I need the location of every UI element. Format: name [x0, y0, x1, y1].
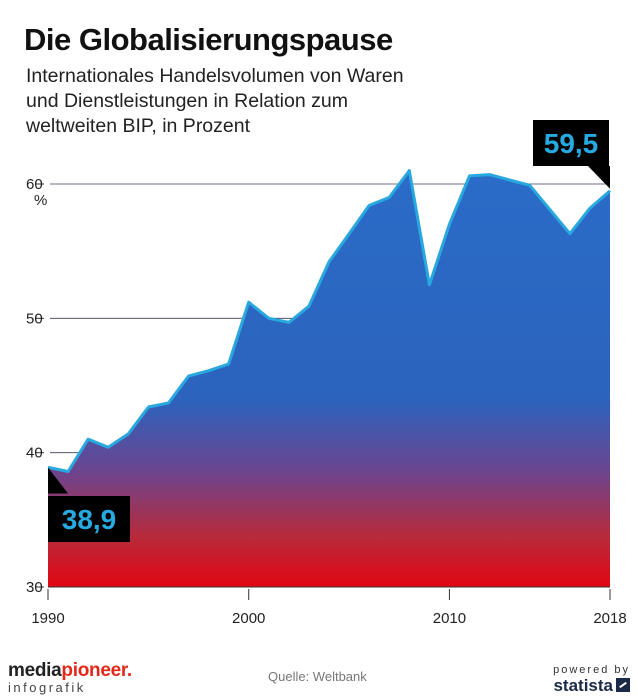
- y-axis-unit: %: [34, 192, 47, 209]
- callout-box: [48, 496, 130, 542]
- logo-infografik: infografik: [8, 680, 86, 695]
- y-tick-label: 50: [26, 310, 43, 327]
- y-tick-label: 40: [26, 445, 43, 462]
- callout-box: [533, 120, 609, 166]
- y-tick-label: 30: [26, 579, 43, 596]
- x-tick-label: 2000: [232, 610, 265, 627]
- callout-pointer: [588, 166, 610, 189]
- mediapioneer-logo: mediapioneer. infografik: [8, 660, 132, 695]
- callout-label-start: 38,9: [62, 504, 117, 535]
- statista-wordmark: statista: [553, 676, 613, 695]
- logo-pioneer: pioneer: [61, 660, 127, 681]
- subtitle-line-1: Internationales Handelsvolumen von Waren: [26, 65, 404, 87]
- statista-logo: powered by statista: [553, 664, 630, 696]
- x-tick-label: 1990: [31, 610, 64, 627]
- logo-media: media: [8, 660, 62, 681]
- callout-label-end: 59,5: [544, 128, 599, 159]
- chart-subtitle: Internationales Handelsvolumen von Waren…: [26, 64, 446, 139]
- callout-pointer: [48, 467, 68, 494]
- statista-icon: [616, 678, 630, 692]
- powered-by-label: powered by: [553, 664, 630, 676]
- x-tick-label: 2010: [433, 610, 466, 627]
- source-note: Quelle: Weltbank: [268, 669, 367, 684]
- subtitle-line-3: weltweiten BIP, in Prozent: [26, 115, 251, 137]
- area-chart: 30 40 50 60% 1990 2000 2010 2018 38,9 59,5: [26, 120, 627, 627]
- x-tick-label: 2018: [593, 610, 626, 627]
- subtitle-line-2: und Dienstleistungen in Relation zum: [26, 90, 348, 112]
- chart-title: Die Globalisierungspause: [24, 22, 393, 57]
- area-fill: [48, 170, 610, 587]
- logo-dot: .: [126, 660, 132, 681]
- y-tick-label: 60: [26, 176, 43, 193]
